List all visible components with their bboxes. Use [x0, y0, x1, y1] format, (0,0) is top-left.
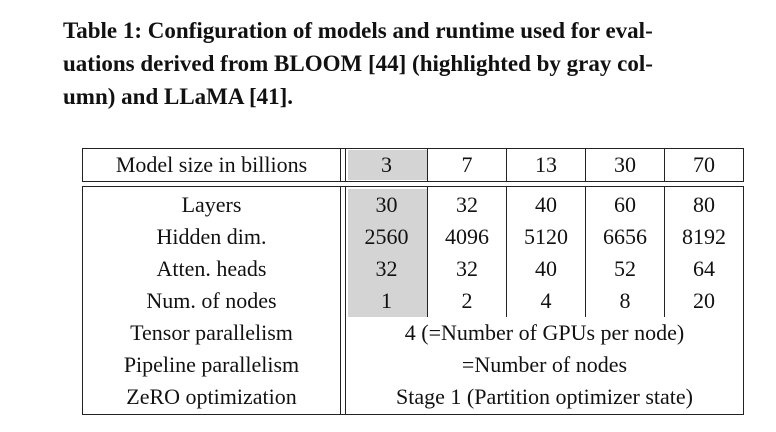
row-label-atten-heads: Atten. heads [156, 256, 267, 281]
table-cell: 80 [693, 192, 715, 217]
table-cell: 52 [614, 256, 636, 281]
bloom-highlight-body [348, 189, 428, 317]
pipeline-parallelism-value: =Number of nodes [461, 352, 628, 377]
row-label-hidden-dim: Hidden dim. [156, 224, 267, 249]
row-label-layers: Layers [181, 192, 242, 217]
label-divider-b [345, 148, 346, 182]
table-cell: 4 [540, 288, 552, 313]
table-cell: 1 [381, 288, 392, 313]
col-sep-3-body [585, 186, 586, 317]
table-cell: 2 [461, 288, 473, 313]
table-cell: 40 [535, 192, 557, 217]
bloom-highlight-header [348, 150, 428, 180]
row-label-num-nodes: Num. of nodes [146, 288, 277, 313]
row-label-pipeline-parallelism: Pipeline parallelism [123, 352, 300, 377]
table-bottom-rule [82, 414, 744, 415]
row-label-zero-optimization: ZeRO optimization [126, 384, 297, 409]
table-cell: 32 [375, 256, 398, 281]
right-border-body [743, 186, 744, 415]
table-top-rule [82, 148, 744, 149]
caption-line-1: Table 1: Configuration of models and run… [63, 18, 653, 43]
header-size-13: 13 [535, 152, 557, 177]
col-sep-2-body [506, 186, 507, 317]
config-table: Model size in billions 3 7 13 30 70 Laye… [82, 148, 744, 416]
right-border [743, 148, 744, 182]
table-cell: 4096 [445, 224, 489, 249]
label-divider-a-body [340, 186, 341, 415]
caption-line-3: umn) and LLaMA [41]. [63, 84, 294, 109]
col-sep-1 [427, 148, 428, 182]
header-size-7: 7 [461, 152, 473, 177]
table-cell: 8192 [682, 224, 726, 249]
table-cell: 32 [456, 256, 478, 281]
body-top-rule [82, 186, 744, 187]
table-cell: 60 [614, 192, 636, 217]
table-cell: 2560 [364, 224, 409, 249]
table-cell: 32 [456, 192, 478, 217]
header-size-70: 70 [693, 152, 715, 177]
tensor-parallelism-value: 4 (=Number of GPUs per node) [404, 320, 685, 345]
table-cell: 20 [693, 288, 715, 313]
col-sep-2 [506, 148, 507, 182]
label-divider-a [340, 148, 341, 182]
table-cell: 5120 [524, 224, 568, 249]
table-cell: 40 [535, 256, 557, 281]
row-label-tensor-parallelism: Tensor parallelism [130, 320, 293, 345]
col-sep-4-body [664, 186, 665, 317]
table-cell: 30 [375, 192, 398, 217]
table-cell: 6656 [603, 224, 647, 249]
left-border-body [82, 186, 83, 415]
header-label: Model size in billions [115, 152, 308, 177]
table-cell: 8 [619, 288, 631, 313]
table-cell: 64 [693, 256, 715, 281]
header-size-3: 3 [381, 152, 392, 177]
label-divider-b-body [345, 186, 346, 415]
left-border [82, 148, 83, 182]
col-sep-3 [585, 148, 586, 182]
caption-line-2: uations derived from BLOOM [44] (highlig… [63, 51, 653, 76]
zero-optimization-value: Stage 1 (Partition optimizer state) [396, 384, 693, 409]
col-sep-4 [664, 148, 665, 182]
col-sep-1-body [427, 186, 428, 317]
header-size-30: 30 [614, 152, 636, 177]
header-bottom-rule [82, 181, 744, 182]
table-caption: Table 1: Configuration of models and run… [63, 14, 763, 113]
